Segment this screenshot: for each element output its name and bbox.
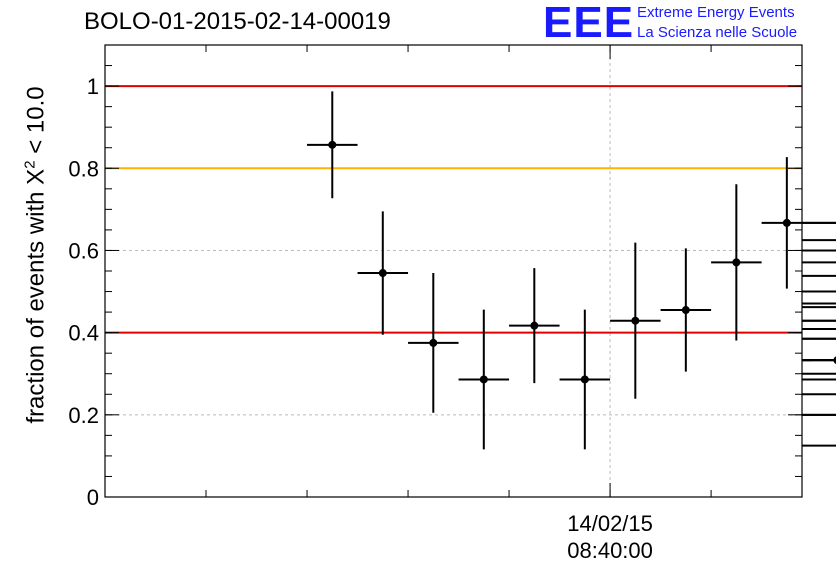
data-point-group xyxy=(802,372,836,375)
y-tick-label: 0.4 xyxy=(68,321,99,346)
data-point xyxy=(429,338,438,347)
y-axis-label-prefix: fraction of events with X xyxy=(22,168,50,424)
data-point-group xyxy=(802,444,836,447)
tick-labels: 00.20.40.60.8114/02/1508:40:0014/02/1508… xyxy=(68,74,653,563)
data-point-group xyxy=(802,221,836,224)
threshold-lines xyxy=(105,85,802,334)
data-point-group xyxy=(610,242,661,399)
axis-ticks xyxy=(104,44,802,498)
y-tick-label: 0.6 xyxy=(68,238,99,263)
data-point xyxy=(631,316,640,325)
y-tick-label: 0 xyxy=(87,485,99,510)
data-point-group xyxy=(802,319,836,322)
data-point-group xyxy=(802,413,836,416)
data-point xyxy=(732,258,741,267)
logo-line-2: La Scienza nelle Scuole xyxy=(637,24,798,41)
data-point-group xyxy=(802,249,836,252)
data-point-group xyxy=(408,273,459,413)
data-point xyxy=(530,321,539,330)
data-point xyxy=(580,375,589,384)
data-point-group xyxy=(802,393,836,396)
data-point-group xyxy=(802,239,836,242)
grid-lines xyxy=(105,45,802,498)
y-tick-label: 0.2 xyxy=(68,403,99,428)
data-point-group xyxy=(761,157,802,289)
y-tick-label: 0.8 xyxy=(68,156,99,181)
logo-line-1: Extreme Energy Events xyxy=(637,4,795,21)
data-point xyxy=(479,375,488,384)
data-point xyxy=(782,218,791,227)
y-axis-label: fraction of events with X2 < 10.0 xyxy=(22,86,51,423)
data-point-group xyxy=(802,306,836,309)
data-point xyxy=(328,140,337,149)
eee-logo-mark: EEE xyxy=(543,0,635,47)
chart-title: BOLO-01-2015-02-14-00019 xyxy=(84,8,391,35)
y-tick-label: 1 xyxy=(87,74,99,99)
plot-frame xyxy=(104,44,803,498)
eee-logo: EEE Extreme Energy Events La Scienza nel… xyxy=(543,0,833,47)
y-axis-label-sup: 2 xyxy=(21,160,39,169)
data-point-group xyxy=(802,261,836,264)
data-point xyxy=(681,306,690,315)
data-point-group xyxy=(802,302,836,305)
data-point-group xyxy=(458,309,510,450)
x-tick-time-label: 08:40:00 xyxy=(567,538,653,563)
data-point-group xyxy=(357,211,409,335)
data-point-group xyxy=(802,359,836,362)
y-axis-label-suffix: < 10.0 xyxy=(22,86,50,161)
data-point-group xyxy=(307,91,358,199)
data-point-group xyxy=(509,268,560,384)
data-point-group xyxy=(802,274,836,277)
x-tick-date-label: 14/02/15 xyxy=(567,511,653,536)
data-points xyxy=(307,91,836,450)
data-point-group xyxy=(660,248,712,372)
data-point-group xyxy=(802,378,836,381)
data-point xyxy=(378,269,387,278)
data-point-group xyxy=(711,184,762,341)
data-point-group xyxy=(559,309,611,450)
